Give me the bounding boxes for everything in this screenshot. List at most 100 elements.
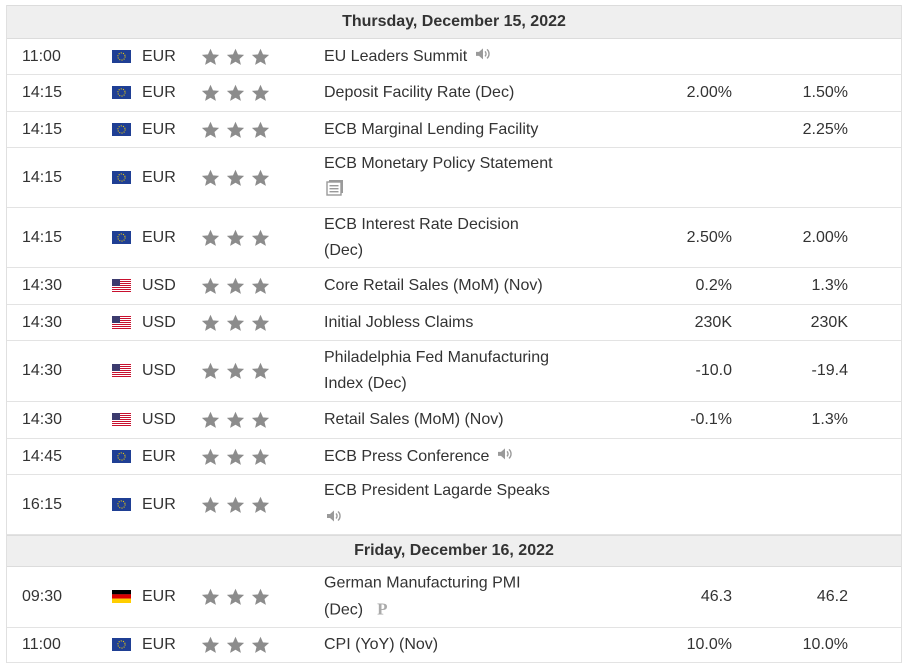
event-row[interactable]: 14:45 EUR ECB Press Conference [7, 439, 901, 475]
event-name-cell[interactable]: Initial Jobless Claims [324, 305, 584, 340]
event-name-line: ECB Press Conference [324, 443, 513, 469]
event-name[interactable]: ECB Marginal Lending Facility [324, 117, 538, 143]
event-row[interactable]: 14:30 USD Core Retail Sales (MoM) (Nov) 0.2… [7, 268, 901, 305]
eu-flag-icon [112, 122, 131, 136]
event-name-line: ECB Monetary Policy Statement [324, 154, 553, 172]
event-name-cell[interactable]: ECB Interest Rate Decision (Dec) [324, 208, 584, 267]
actual-value: 230K [694, 313, 732, 331]
event-name-line: German Manufacturing PMI [324, 574, 521, 592]
star-icon [226, 121, 245, 139]
event-name-cell[interactable]: ECB President Lagarde Speaks [324, 475, 584, 534]
event-name[interactable]: Philadelphia Fed Manufacturing Index (Dec… [324, 345, 549, 397]
importance-stars [201, 39, 276, 74]
actual-value [607, 439, 732, 474]
event-row[interactable]: 14:30 USD Retail Sales (MoM) (Nov) -0.1% 1.3… [7, 402, 901, 439]
event-row[interactable]: 14:15 EUR ECB Marginal Lending Facility 2.2… [7, 112, 901, 148]
star-icon [251, 169, 270, 187]
event-name[interactable]: ECB Press Conference [324, 443, 513, 469]
event-name[interactable]: CPI (YoY) (Nov) [324, 632, 438, 658]
event-name[interactable]: Deposit Facility Rate (Dec) [324, 80, 514, 106]
event-name-cell[interactable]: Deposit Facility Rate (Dec) [324, 75, 584, 111]
event-currency: EUR [142, 168, 176, 186]
importance-stars [201, 567, 276, 627]
event-currency: USD [142, 411, 176, 428]
event-name-cell[interactable]: ECB Press Conference [324, 439, 584, 474]
document-icon[interactable] [326, 179, 553, 205]
importance-stars [201, 439, 276, 474]
event-name-cell[interactable]: Core Retail Sales (MoM) (Nov) [324, 268, 584, 304]
event-name[interactable]: Core Retail Sales (MoM) (Nov) [324, 273, 543, 299]
event-row[interactable]: 14:15 EUR Deposit Facility Rate (Dec) 2.00%… [7, 75, 901, 112]
event-row[interactable]: 09:30 EUR German Manufacturing PMI (Dec) P 46… [7, 567, 901, 628]
event-currency: EUR [142, 447, 176, 465]
event-name-cell[interactable]: ECB Monetary Policy Statement [324, 148, 584, 207]
event-row[interactable]: 14:30 USD Philadelphia Fed Manufacturing In… [7, 341, 901, 402]
forecast-value [747, 439, 848, 474]
event-row[interactable]: 14:15 EUR ECB Interest Rate Decision (Dec) 2… [7, 208, 901, 268]
importance-stars [201, 402, 276, 438]
event-name[interactable]: ECB President Lagarde Speaks [324, 478, 550, 532]
preliminary-icon[interactable]: P [377, 599, 388, 619]
event-name-cell[interactable]: EU Leaders Summit [324, 39, 584, 74]
event-time: 11:00 [22, 47, 61, 65]
event-row[interactable]: 11:00 EUR EU Leaders Summit [7, 39, 901, 75]
event-row[interactable]: 16:15 EUR ECB President Lagarde Speaks [7, 475, 901, 535]
event-name[interactable]: ECB Interest Rate Decision (Dec) [324, 212, 519, 264]
event-name[interactable]: Retail Sales (MoM) (Nov) [324, 407, 504, 433]
event-name-line: (Dec) [324, 241, 364, 259]
event-time: 14:30 [22, 411, 63, 428]
importance-stars [201, 148, 276, 207]
forecast-value: 1.50% [802, 84, 848, 101]
star-icon [251, 121, 270, 139]
star-icon [201, 277, 220, 295]
forecast-value: -19.4 [811, 362, 848, 379]
speaker-icon[interactable] [475, 43, 491, 69]
event-time: 14:15 [22, 120, 63, 138]
actual-value [607, 475, 732, 534]
event-name-cell[interactable]: Philadelphia Fed Manufacturing Index (Dec… [324, 341, 584, 401]
event-name-cell[interactable]: Retail Sales (MoM) (Nov) [324, 402, 584, 438]
event-name-line: (Dec) P [324, 597, 521, 624]
star-icon [226, 362, 245, 380]
event-name[interactable]: ECB Monetary Policy Statement [324, 151, 553, 205]
forecast-value [747, 475, 848, 534]
eu-flag-icon [112, 638, 131, 651]
forecast-value [747, 39, 848, 74]
event-name-cell[interactable]: CPI (YoY) (Nov) [324, 628, 584, 662]
star-icon [201, 588, 220, 606]
actual-value: 46.3 [700, 588, 732, 605]
event-name-cell[interactable]: ECB Marginal Lending Facility [324, 112, 584, 147]
event-currency: EUR [142, 47, 176, 65]
forecast-value [747, 148, 848, 207]
speaker-icon[interactable] [497, 443, 513, 469]
event-name-line: Core Retail Sales (MoM) (Nov) [324, 277, 543, 294]
star-icon [201, 496, 220, 514]
star-icon [226, 277, 245, 295]
event-row[interactable]: 11:00 EUR CPI (YoY) (Nov) 10.0% 10.0% [7, 628, 901, 663]
star-icon [226, 48, 245, 66]
star-icon [251, 636, 270, 654]
speaker-icon[interactable] [326, 506, 550, 532]
event-name[interactable]: German Manufacturing PMI (Dec) P [324, 571, 521, 624]
event-name-line: Index (Dec) [324, 375, 407, 392]
event-row[interactable]: 14:30 USD Initial Jobless Claims 230K 230K [7, 305, 901, 341]
event-currency: EUR [142, 120, 176, 138]
star-icon [251, 48, 270, 66]
star-icon [226, 496, 245, 514]
actual-value: -10.0 [695, 362, 732, 379]
star-icon [251, 229, 270, 247]
star-icon [251, 448, 270, 466]
actual-value [607, 39, 732, 74]
actual-value: 2.00% [686, 84, 732, 101]
star-icon [226, 169, 245, 187]
event-name[interactable]: Initial Jobless Claims [324, 310, 473, 336]
event-currency: EUR [142, 495, 176, 513]
forecast-value: 230K [810, 313, 848, 331]
event-row[interactable]: 14:15 EUR ECB Monetary Policy Statement [7, 148, 901, 208]
event-name-cell[interactable]: German Manufacturing PMI (Dec) P [324, 567, 584, 627]
event-time: 14:15 [22, 168, 63, 186]
eu-flag-icon [112, 49, 131, 63]
event-name-line: CPI (YoY) (Nov) [324, 636, 439, 653]
event-name[interactable]: EU Leaders Summit [324, 43, 491, 69]
event-name-line: ECB Interest Rate Decision [324, 215, 519, 233]
